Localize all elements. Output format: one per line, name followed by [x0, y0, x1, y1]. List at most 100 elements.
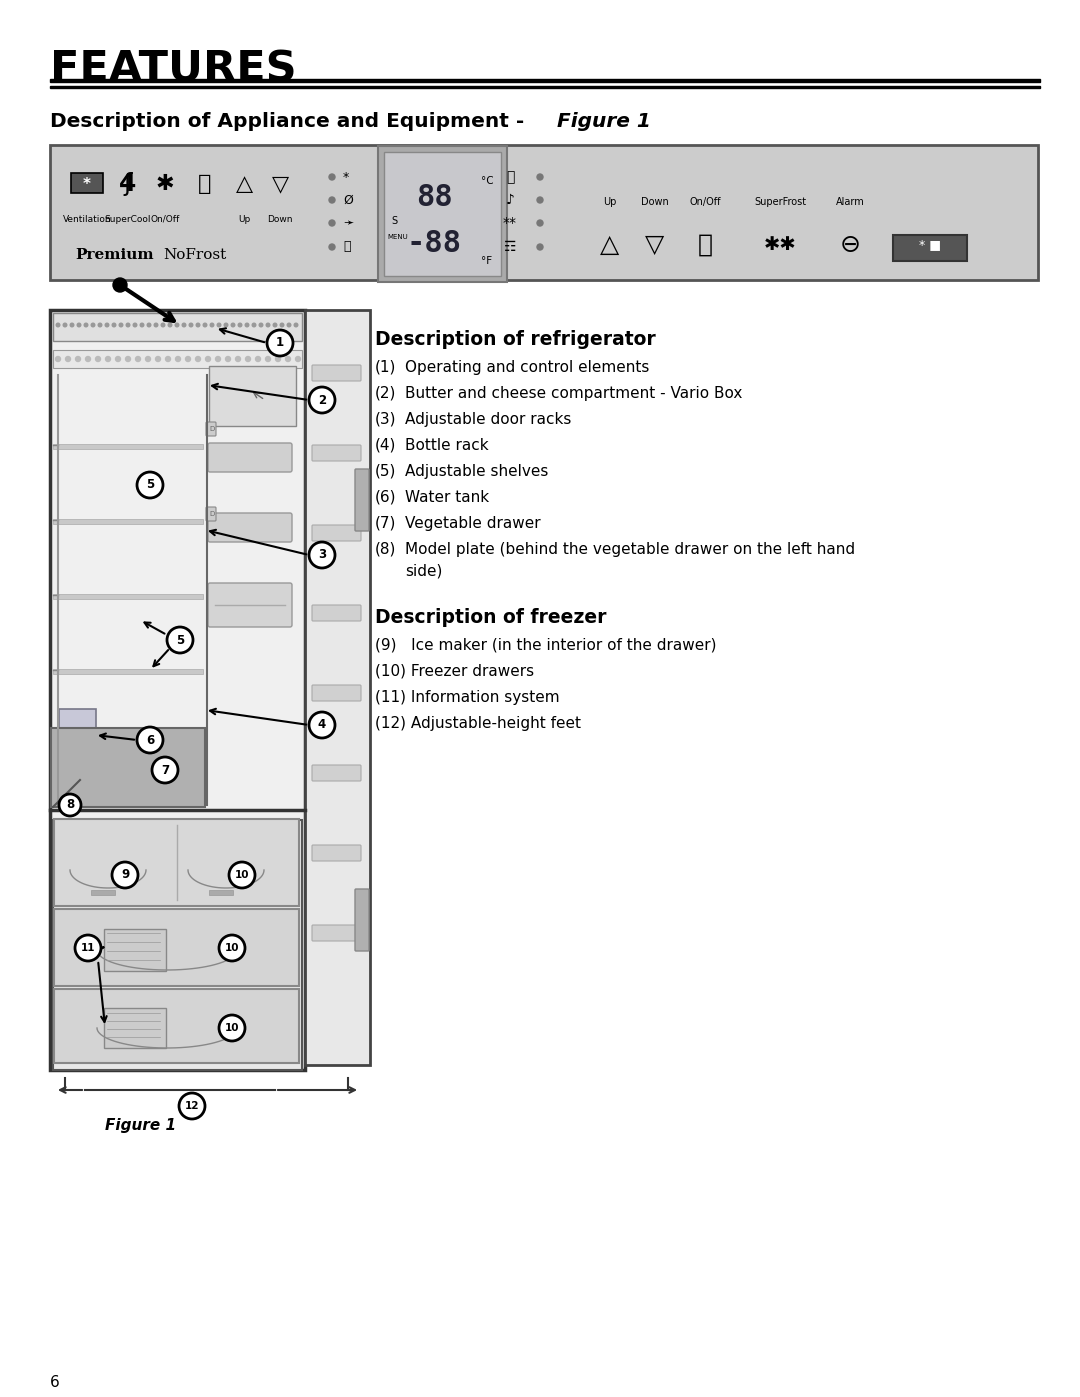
- FancyBboxPatch shape: [206, 507, 216, 521]
- Text: * ■: * ■: [919, 239, 941, 251]
- Text: 12: 12: [185, 1101, 199, 1111]
- Text: ⛷: ⛷: [505, 170, 514, 184]
- Circle shape: [125, 356, 131, 362]
- FancyBboxPatch shape: [208, 443, 292, 472]
- Circle shape: [152, 757, 178, 782]
- Text: Figure 1: Figure 1: [550, 112, 651, 131]
- Text: Down: Down: [267, 215, 293, 224]
- Text: 2: 2: [318, 394, 326, 407]
- FancyBboxPatch shape: [378, 147, 507, 282]
- Circle shape: [219, 1016, 245, 1041]
- Text: ➛: ➛: [343, 217, 353, 229]
- Circle shape: [165, 356, 171, 362]
- Text: 10: 10: [225, 1023, 240, 1032]
- Text: FEATURES: FEATURES: [50, 47, 297, 89]
- Circle shape: [75, 935, 102, 961]
- Text: D: D: [210, 511, 215, 517]
- Circle shape: [168, 323, 172, 327]
- Text: Figure 1: Figure 1: [105, 1118, 176, 1133]
- FancyBboxPatch shape: [312, 365, 361, 381]
- Text: (6): (6): [375, 490, 396, 504]
- Circle shape: [95, 356, 100, 362]
- Circle shape: [231, 323, 234, 327]
- Circle shape: [161, 323, 165, 327]
- Circle shape: [285, 356, 291, 362]
- Text: *: *: [83, 176, 91, 191]
- Text: MENU: MENU: [387, 235, 408, 240]
- Circle shape: [229, 862, 255, 888]
- Circle shape: [85, 356, 91, 362]
- Text: Description of freezer: Description of freezer: [375, 608, 607, 627]
- Text: △: △: [600, 233, 620, 257]
- Circle shape: [329, 219, 335, 226]
- Circle shape: [329, 244, 335, 250]
- Text: ✱✱: ✱✱: [764, 236, 796, 254]
- Circle shape: [126, 323, 130, 327]
- Bar: [53, 669, 203, 673]
- Bar: [50, 87, 1040, 88]
- Text: S: S: [391, 217, 397, 226]
- Circle shape: [329, 175, 335, 180]
- FancyBboxPatch shape: [71, 173, 103, 193]
- Circle shape: [216, 356, 220, 362]
- Text: On/Off: On/Off: [689, 197, 720, 207]
- Circle shape: [267, 330, 293, 356]
- Circle shape: [280, 323, 284, 327]
- FancyBboxPatch shape: [104, 1009, 166, 1048]
- FancyBboxPatch shape: [51, 728, 205, 807]
- Circle shape: [273, 323, 276, 327]
- Text: 6: 6: [146, 733, 154, 746]
- Bar: [53, 594, 203, 599]
- Circle shape: [91, 323, 95, 327]
- FancyBboxPatch shape: [893, 235, 967, 261]
- Circle shape: [217, 323, 220, 327]
- FancyBboxPatch shape: [312, 525, 361, 541]
- Text: (2): (2): [375, 386, 396, 401]
- Circle shape: [537, 175, 543, 180]
- Text: (5): (5): [375, 464, 396, 479]
- Text: 3: 3: [318, 549, 326, 562]
- FancyBboxPatch shape: [305, 310, 370, 1065]
- Text: *: *: [343, 170, 349, 183]
- Text: Water tank: Water tank: [405, 490, 489, 504]
- Text: 10: 10: [234, 870, 249, 880]
- Text: (10) Freezer drawers: (10) Freezer drawers: [375, 664, 535, 679]
- Circle shape: [175, 323, 179, 327]
- Text: SuperFrost: SuperFrost: [754, 197, 806, 207]
- Text: (12) Adjustable-height feet: (12) Adjustable-height feet: [375, 717, 581, 731]
- Circle shape: [113, 278, 127, 292]
- Circle shape: [147, 323, 151, 327]
- Circle shape: [294, 323, 298, 327]
- Text: Vegetable drawer: Vegetable drawer: [405, 515, 541, 531]
- Text: ⤵: ⤵: [343, 240, 351, 253]
- Text: (3): (3): [375, 412, 396, 427]
- Circle shape: [197, 323, 200, 327]
- Circle shape: [70, 323, 73, 327]
- Circle shape: [195, 356, 201, 362]
- Circle shape: [76, 356, 81, 362]
- FancyBboxPatch shape: [312, 925, 361, 942]
- Text: ⏻: ⏻: [698, 233, 713, 257]
- Text: 88: 88: [416, 183, 453, 212]
- Text: (8): (8): [375, 542, 396, 557]
- Circle shape: [259, 323, 262, 327]
- FancyBboxPatch shape: [104, 929, 166, 971]
- Circle shape: [146, 356, 150, 362]
- Text: °F: °F: [481, 256, 491, 265]
- Text: △: △: [235, 175, 253, 194]
- Circle shape: [226, 356, 230, 362]
- Text: Down: Down: [642, 197, 669, 207]
- Text: 11: 11: [81, 943, 95, 953]
- Text: ⊖: ⊖: [839, 233, 861, 257]
- Text: (9)   Ice maker (in the interior of the drawer): (9) Ice maker (in the interior of the dr…: [375, 638, 716, 652]
- Text: Alarm: Alarm: [836, 197, 864, 207]
- Circle shape: [309, 542, 335, 569]
- Bar: [53, 520, 203, 524]
- Text: Operating and control elements: Operating and control elements: [405, 360, 649, 374]
- Text: D: D: [210, 426, 215, 432]
- FancyBboxPatch shape: [206, 422, 216, 436]
- Text: On/Off: On/Off: [150, 215, 179, 224]
- Circle shape: [56, 323, 59, 327]
- Circle shape: [189, 323, 193, 327]
- Circle shape: [245, 323, 248, 327]
